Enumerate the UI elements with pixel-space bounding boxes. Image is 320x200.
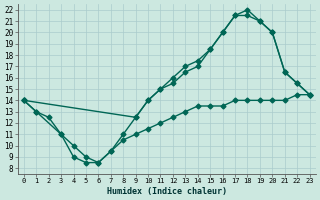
X-axis label: Humidex (Indice chaleur): Humidex (Indice chaleur) [107,187,227,196]
